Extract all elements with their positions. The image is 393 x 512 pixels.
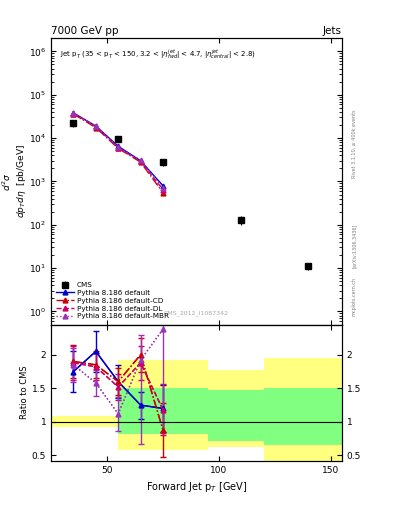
Pythia 8.186 default [138, 158, 143, 164]
Bar [208, 370, 264, 447]
Bar [118, 360, 163, 450]
Bar [309, 388, 342, 445]
Text: 7000 GeV pp: 7000 GeV pp [51, 26, 119, 35]
Line: Pythia 8.186 default-CD: Pythia 8.186 default-CD [71, 112, 165, 195]
Legend: CMS, Pythia 8.186 default, Pythia 8.186 default-CD, Pythia 8.186 default-DL, Pyt: CMS, Pythia 8.186 default, Pythia 8.186 … [55, 281, 171, 321]
Pythia 8.186 default-CD [71, 111, 76, 117]
Pythia 8.186 default [116, 143, 121, 150]
Text: CMS_2012_I1087342: CMS_2012_I1087342 [164, 310, 229, 316]
Bar [264, 358, 309, 461]
Y-axis label: $d^2\sigma$
$dp_T d\eta$  [pb/GeV]: $d^2\sigma$ $dp_T d\eta$ [pb/GeV] [0, 144, 28, 219]
Pythia 8.186 default [94, 123, 98, 129]
Text: Jets: Jets [323, 26, 342, 35]
Pythia 8.186 default-DL [138, 158, 143, 164]
Bar [163, 360, 208, 450]
Line: Pythia 8.186 default: Pythia 8.186 default [71, 111, 165, 188]
Pythia 8.186 default-MBR [71, 110, 76, 116]
Bar [208, 390, 264, 441]
Bar [264, 388, 309, 445]
Text: Jet p$_T$ (35 < p$_T$ < 150, 3.2 < $|\eta^{jet}_{fwd}|$ < 4.7, $|\eta^{jet}_{cen: Jet p$_T$ (35 < p$_T$ < 150, 3.2 < $|\et… [60, 47, 256, 61]
Bar [51, 416, 118, 427]
Pythia 8.186 default-DL [161, 186, 165, 193]
Pythia 8.186 default-CD [116, 145, 121, 152]
Pythia 8.186 default-MBR [94, 123, 98, 129]
Pythia 8.186 default-CD [161, 189, 165, 196]
X-axis label: Forward Jet p$_T$ [GeV]: Forward Jet p$_T$ [GeV] [146, 480, 247, 494]
Text: mcplots.cern.ch: mcplots.cern.ch [352, 278, 357, 316]
Text: Rivet 3.1.10, ≥ 400k events: Rivet 3.1.10, ≥ 400k events [352, 109, 357, 178]
Text: [arXiv:1306.3436]: [arXiv:1306.3436] [352, 224, 357, 268]
Pythia 8.186 default [71, 110, 76, 116]
Pythia 8.186 default-DL [71, 111, 76, 117]
Pythia 8.186 default-DL [116, 145, 121, 151]
Y-axis label: Ratio to CMS: Ratio to CMS [20, 366, 29, 419]
Bar [163, 388, 208, 434]
Pythia 8.186 default-MBR [161, 185, 165, 191]
Line: Pythia 8.186 default-DL: Pythia 8.186 default-DL [71, 111, 165, 192]
Pythia 8.186 default [161, 183, 165, 189]
Bar [309, 358, 342, 461]
Pythia 8.186 default-CD [94, 124, 98, 131]
Pythia 8.186 default-MBR [116, 144, 121, 150]
Bar [118, 388, 163, 434]
Pythia 8.186 default-CD [138, 159, 143, 165]
Pythia 8.186 default-MBR [138, 157, 143, 163]
Line: Pythia 8.186 default-MBR: Pythia 8.186 default-MBR [71, 111, 165, 190]
Pythia 8.186 default-DL [94, 123, 98, 130]
